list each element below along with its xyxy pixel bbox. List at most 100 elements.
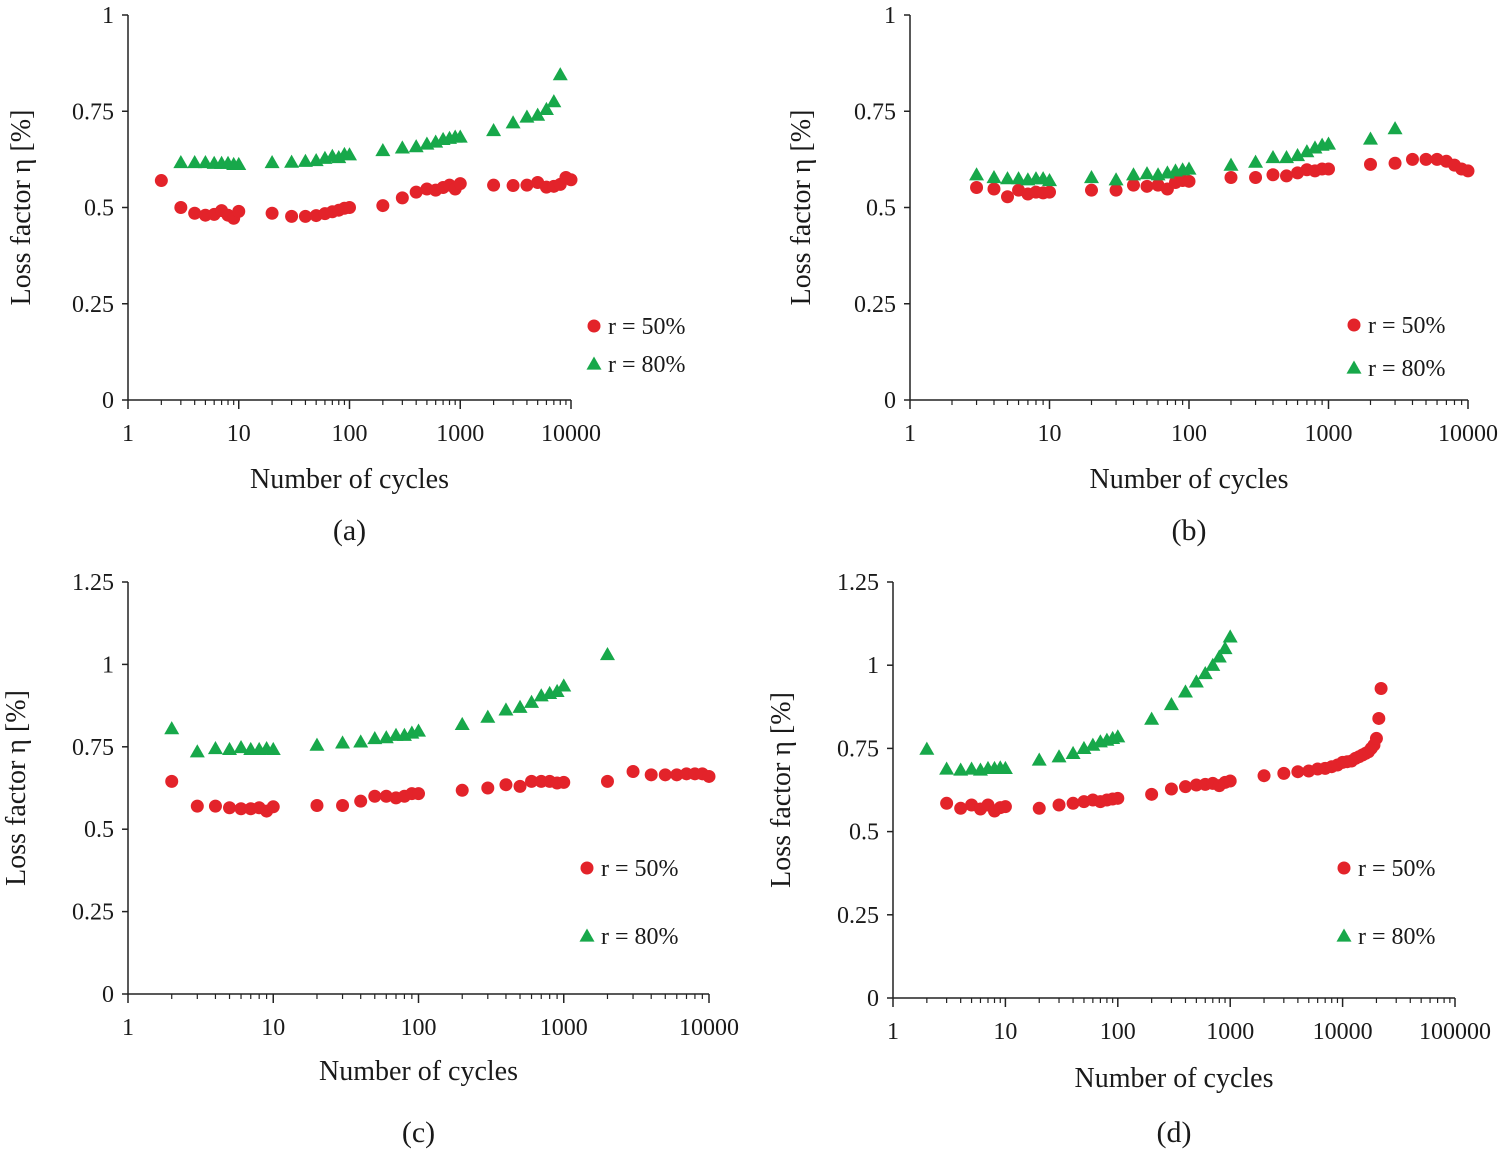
series-r50 (940, 681, 1388, 818)
data-point-r50 (1369, 731, 1383, 745)
data-point-r80 (297, 153, 313, 167)
y-tick-label: 0.25 (72, 900, 114, 926)
series-r80 (173, 67, 568, 171)
y-tick-label: 1 (867, 653, 879, 679)
data-point-r80 (1051, 749, 1067, 763)
panel-label: (d) (1157, 1116, 1192, 1149)
data-point-r50 (336, 798, 350, 812)
data-point-r50 (1291, 765, 1305, 779)
data-point-r50 (670, 768, 684, 782)
data-point-r50 (1052, 798, 1066, 812)
series-r50 (165, 765, 716, 818)
data-point-r80 (969, 167, 985, 181)
data-point-r80 (512, 699, 528, 713)
data-point-r80 (1144, 711, 1160, 725)
data-point-r80 (986, 169, 1002, 184)
data-point-r80 (1222, 629, 1238, 643)
data-point-r80 (599, 647, 615, 661)
data-point-r50 (265, 206, 279, 220)
x-axis-title: Number of cycles (1089, 464, 1288, 495)
data-point-r80 (189, 744, 205, 758)
x-tick-label: 1000 (1206, 1019, 1254, 1045)
data-point-r80 (408, 139, 424, 153)
data-point-r50 (343, 201, 356, 214)
x-tick-label: 100 (1100, 1019, 1136, 1045)
y-tick-label: 0 (867, 986, 879, 1012)
legend-marker-r80 (579, 928, 595, 942)
y-tick-label: 0.5 (849, 820, 879, 846)
x-tick-label: 10 (993, 1019, 1017, 1045)
data-point-r80 (538, 101, 554, 115)
data-point-r80 (546, 94, 562, 108)
chart-panel-1: 0 0.25 0.5 0.75 1 1 10 100 1000 10000 Number of cy… (6, 3, 686, 547)
data-point-r50 (1277, 766, 1291, 780)
data-point-r80 (964, 761, 980, 775)
data-point-r80 (1139, 166, 1155, 180)
panel-label: (a) (333, 514, 366, 547)
data-point-r80 (1211, 649, 1227, 663)
data-point-r50 (395, 191, 409, 205)
legend-marker-r50 (1337, 861, 1351, 875)
legend: r = 50% r = 80% (586, 314, 686, 378)
legend-marker-r50 (1347, 318, 1361, 332)
chart-panel-3: 0 0.25 0.5 0.75 1 1.25 1 10 100 1000 10000 Number o… (1, 570, 739, 1149)
data-point-r80 (367, 731, 383, 745)
data-point-r80 (1197, 666, 1213, 680)
y-axis-title: Loss factor η [%] (6, 110, 37, 306)
data-point-r80 (1125, 167, 1141, 181)
x-tick-label: 10000 (541, 421, 601, 447)
data-point-r50 (499, 778, 513, 792)
data-point-r50 (970, 180, 984, 194)
data-point-r80 (919, 741, 935, 755)
legend: r = 50% r = 80% (1336, 856, 1436, 950)
data-point-r50 (1140, 179, 1154, 193)
series-r50 (154, 170, 578, 225)
data-point-r80 (1065, 745, 1081, 760)
y-tick-label: 1 (102, 3, 114, 29)
data-point-r80 (556, 678, 572, 692)
data-point-r50 (564, 173, 578, 187)
series-r80 (164, 647, 615, 758)
data-point-r80 (1042, 173, 1057, 187)
x-tick-label: 10 (261, 1015, 285, 1041)
data-point-r50 (376, 199, 390, 213)
data-point-r50 (298, 209, 312, 223)
data-point-r50 (1322, 162, 1335, 176)
x-tick-label: 1 (887, 1019, 899, 1045)
x-tick-label: 1000 (540, 1015, 588, 1041)
data-point-r80 (1265, 149, 1281, 164)
data-point-r50 (354, 794, 368, 808)
data-point-r50 (1223, 774, 1237, 788)
x-tick-label: 10000 (1313, 1019, 1373, 1045)
data-point-r50 (1388, 156, 1402, 170)
y-tick-label: 0.75 (72, 735, 114, 761)
y-axis-title: Loss factor η [%] (766, 692, 797, 888)
data-point-r80 (1163, 696, 1179, 711)
data-point-r80 (1321, 136, 1336, 150)
data-point-r50 (1182, 174, 1196, 188)
data-point-r50 (208, 799, 222, 813)
data-point-r50 (1001, 190, 1015, 204)
data-point-r50 (702, 769, 716, 783)
data-point-r50 (453, 177, 467, 191)
data-point-r80 (1217, 641, 1233, 655)
x-tick-label: 1 (122, 421, 134, 447)
data-point-r80 (164, 721, 180, 735)
data-point-r80 (231, 156, 247, 171)
data-point-r50 (481, 781, 495, 795)
panel-label: (b) (1172, 514, 1207, 547)
y-tick-label: 0.75 (72, 99, 114, 125)
x-axis-title: Number of cycles (1074, 1063, 1273, 1094)
data-point-r50 (1249, 170, 1263, 184)
data-point-r80 (335, 735, 351, 749)
x-tick-label: 10000 (1438, 421, 1498, 447)
x-tick-label: 10 (1038, 421, 1062, 447)
data-point-r50 (188, 206, 202, 220)
data-point-r50 (1419, 152, 1433, 166)
y-tick-label: 1.25 (837, 570, 879, 596)
data-point-r80 (411, 723, 426, 737)
data-point-r50 (1109, 183, 1123, 197)
data-point-r50 (190, 799, 204, 813)
data-point-r80 (309, 737, 325, 751)
data-point-r80 (530, 107, 546, 121)
